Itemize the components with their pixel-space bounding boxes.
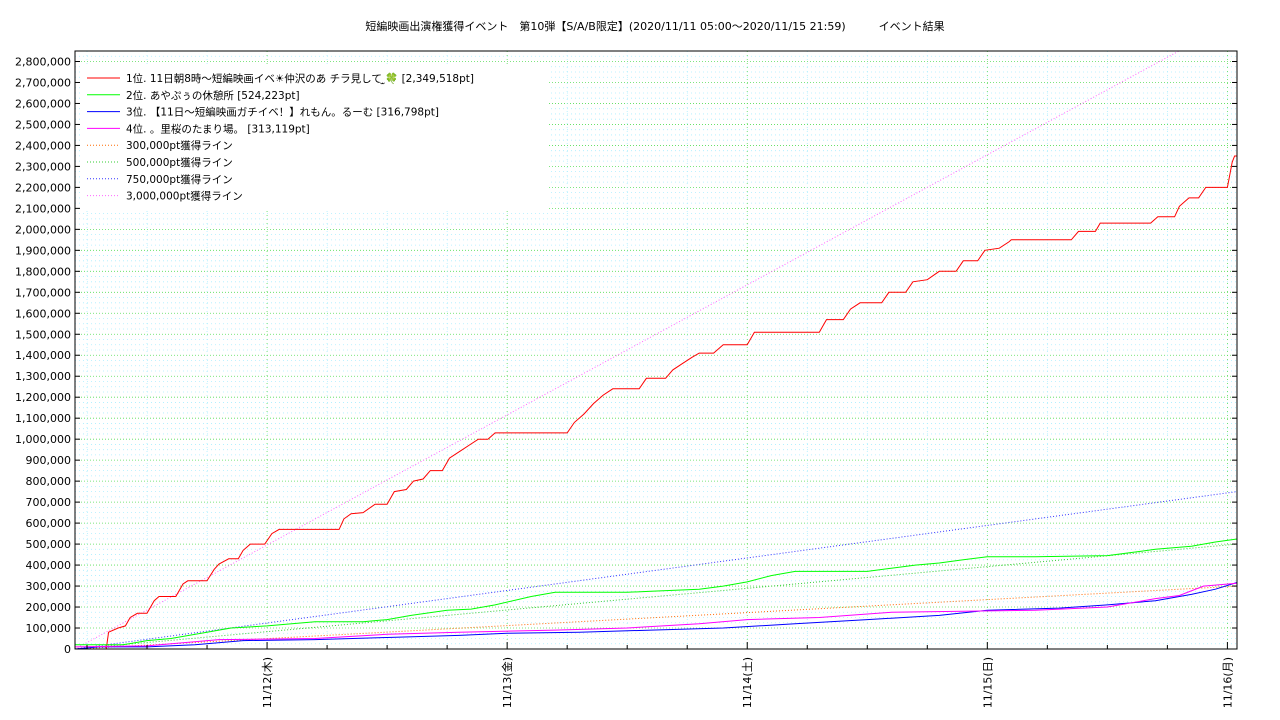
y-tick-label: 0 [64, 643, 71, 656]
threshold-line-4 [74, 585, 1238, 650]
series-lines [74, 155, 1238, 650]
y-tick-label: 2,600,000 [15, 97, 71, 110]
y-tick-label: 100,000 [26, 622, 72, 635]
legend: 1位. 11日朝8時〜短編映画イベ☀仲沢のあ チラ見して ̫🍀 [2,349,5… [80, 64, 548, 210]
series-line-0 [75, 155, 1237, 650]
series-line-3 [74, 582, 1238, 648]
grid [75, 51, 1237, 650]
legend-entry: 500,000pt獲得ライン [126, 156, 233, 169]
x-axis: 11/12(木) 11/13(金) 11/14(土) 11/15(日) 11/16(月) [86, 642, 1234, 708]
y-tick-label: 600,000 [26, 517, 72, 530]
y-tick-label: 2,800,000 [15, 55, 71, 68]
legend-entry: 300,000pt獲得ライン [126, 139, 233, 152]
y-tick-label: 2,300,000 [15, 160, 71, 173]
x-tick-label: 11/14(土) [741, 657, 754, 708]
y-tick-label: 2,500,000 [15, 118, 71, 131]
x-tick-label: 11/15(日) [981, 657, 994, 708]
y-tick-label: 400,000 [26, 559, 72, 572]
legend-entry: 2位. あやぷぅの休憩所 [524,223pt] [126, 89, 300, 102]
y-tick-label: 1,100,000 [15, 412, 71, 425]
y-tick-label: 1,800,000 [15, 265, 71, 278]
threshold-line-5 [74, 543, 1238, 650]
y-tick-label: 800,000 [26, 475, 72, 488]
plot-frame [74, 50, 1238, 650]
y-tick-label: 2,100,000 [15, 202, 71, 215]
y-tick-label: 1,200,000 [15, 391, 71, 404]
y-tick-label: 300,000 [26, 580, 72, 593]
threshold-lines [74, 50, 1238, 650]
y-tick-label: 1,600,000 [15, 307, 71, 320]
y-tick-label: 2,400,000 [15, 139, 71, 152]
y-axis: 0 100,000 200,000 300,000 400,000 500,000 600,… [15, 55, 1237, 656]
y-tick-label: 500,000 [26, 538, 72, 551]
legend-entry: 750,000pt獲得ライン [126, 173, 233, 186]
x-tick-label: 11/16(月) [1221, 657, 1234, 708]
series-line-1 [75, 538, 1238, 646]
legend-box [80, 64, 548, 210]
y-tick-label: 900,000 [26, 454, 72, 467]
y-tick-label: 1,500,000 [15, 328, 71, 341]
y-tick-label: 2,700,000 [15, 76, 71, 89]
y-tick-label: 1,900,000 [15, 244, 71, 257]
x-tick-label: 11/13(金) [500, 657, 514, 708]
legend-entry: 3,000,000pt獲得ライン [126, 190, 243, 203]
y-tick-label: 700,000 [26, 496, 72, 509]
legend-entry: 4位. 。里桜のたまり場。 [313,119pt] [126, 122, 310, 135]
legend-entry: 3位. 【11日〜短編映画ガチイベ！】れもん。るーむ [316,798pt] [126, 106, 439, 119]
y-tick-label: 1,000,000 [15, 433, 71, 446]
y-tick-label: 2,200,000 [15, 181, 71, 194]
threshold-line-6 [74, 491, 1238, 650]
threshold-line-7 [74, 50, 1180, 650]
y-tick-label: 2,000,000 [15, 223, 71, 236]
y-tick-label: 1,300,000 [15, 370, 71, 383]
y-tick-label: 1,700,000 [15, 286, 71, 299]
legend-entry: 1位. 11日朝8時〜短編映画イベ☀仲沢のあ チラ見して ̫🍀 [2,349,5… [126, 72, 474, 85]
x-tick-label: 11/12(木) [261, 657, 274, 708]
chart-title: 短編映画出演権獲得イベント 第10弾【S/A/B限定】(2020/11/11 0… [365, 19, 944, 33]
y-tick-label: 200,000 [26, 601, 72, 614]
y-tick-label: 1,400,000 [15, 349, 71, 362]
